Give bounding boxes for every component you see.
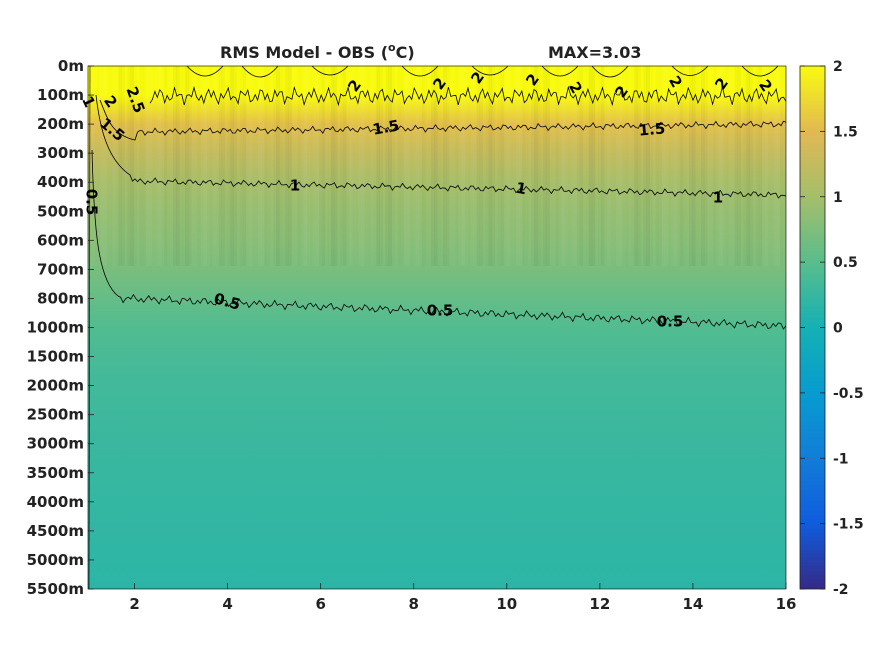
contour-2-loop (311, 66, 349, 76)
x-tick-label: 2 (129, 595, 139, 613)
colorbar-tick-label: -0.5 (833, 386, 864, 402)
contour-2-loop (401, 66, 439, 77)
contour-2-loop (241, 66, 279, 78)
contour-label: 0.5 (427, 302, 454, 320)
y-tick-label: 5500m (27, 580, 84, 598)
max-value-label: MAX=3.03 (548, 43, 642, 62)
y-tick-label: 1000m (27, 319, 84, 337)
y-axis: 0m 100m 200m 300m 400m 500m 600m 700m 800m 1000m 1… (27, 57, 94, 598)
contour-0.5-line (91, 149, 786, 330)
contour-2-loop (186, 66, 224, 77)
contour-label: 0.5 (657, 313, 684, 331)
y-tick-label: 3000m (27, 435, 84, 453)
x-axis: 2 4 6 8 10 12 14 16 (129, 583, 796, 613)
y-tick-label: 4500m (27, 522, 84, 540)
contour-label: 1 (514, 179, 527, 199)
contour-2-loop (541, 66, 579, 77)
y-tick-label: 1500m (27, 348, 84, 366)
contour-2-loop (591, 66, 629, 78)
y-tick-label: 200m (37, 115, 84, 133)
x-tick-label: 6 (315, 595, 325, 613)
contour-2-loop (671, 66, 709, 76)
contour-2-loop (741, 66, 779, 77)
x-tick-label: 10 (496, 595, 517, 613)
colorbar-tick-label: 1 (833, 190, 843, 206)
plot-area: 2.522 2 2 2 2 22 2 21.5 1.5 1.511 1 10.50.5 0.50.5 (78, 65, 787, 590)
y-tick-label: 0m (58, 57, 84, 75)
x-tick-label: 8 (409, 595, 419, 613)
colorbar-tick-label: 0.5 (833, 255, 858, 271)
chart-title: RMS Model - OBS (oC) (220, 41, 415, 62)
y-tick-label: 800m (37, 289, 84, 307)
x-tick-label: 4 (222, 595, 232, 613)
y-tick-label: 300m (37, 144, 84, 162)
colorbar-tick-label: 2 (833, 59, 843, 75)
colorbar: 2 1.5 1 0.5 0 -0.5 -1 -1.5 -2 (799, 59, 864, 598)
colorbar-tick-label: -1 (833, 451, 849, 467)
y-tick-label: 4000m (27, 493, 84, 511)
colorbar-tick-label: 0 (833, 321, 843, 337)
contour-label: 1 (290, 177, 300, 195)
y-tick-label: 100m (37, 86, 84, 104)
y-tick-label: 3500m (27, 464, 84, 482)
contour-label: 1.5 (638, 119, 666, 139)
heatmap-column-variation (103, 66, 778, 266)
x-tick-label: 14 (682, 595, 703, 613)
contour-label: 0.5 (83, 189, 101, 216)
y-tick-label: 5000m (27, 551, 84, 569)
y-tick-label: 2000m (27, 377, 84, 395)
contour-label: 1.5 (371, 116, 400, 138)
x-tick-label: 12 (589, 595, 610, 613)
contour-label: 1 (713, 189, 723, 207)
colorbar-tick-label: 1.5 (833, 124, 858, 140)
contour-1-line (95, 94, 786, 199)
contour-2-line (149, 85, 786, 107)
heatmap-field (88, 66, 786, 589)
colorbar-tick-label: -1.5 (833, 517, 864, 533)
y-tick-label: 500m (37, 202, 84, 220)
colorbar-tick-label: -2 (833, 582, 849, 598)
y-tick-label: 700m (37, 260, 84, 278)
y-tick-label: 600m (37, 231, 84, 249)
y-tick-label: 2500m (27, 406, 84, 424)
contour-2-loop (471, 66, 509, 76)
y-tick-label: 400m (37, 173, 84, 191)
contour-1.5-line (99, 99, 786, 141)
x-tick-label: 16 (776, 595, 797, 613)
colorbar-ticks: 2 1.5 1 0.5 0 -0.5 -1 -1.5 -2 (800, 59, 864, 598)
